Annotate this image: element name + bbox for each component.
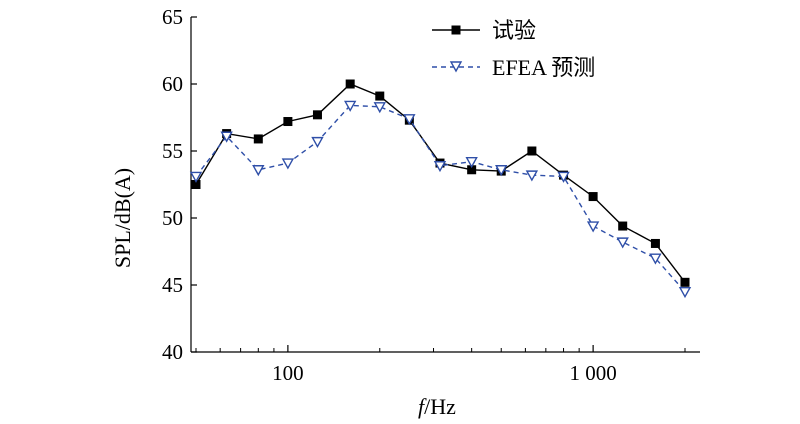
legend: 试验 EFEA 预测 xyxy=(432,18,595,80)
data-point xyxy=(588,192,598,202)
data-point xyxy=(220,131,233,143)
series-layer xyxy=(189,79,692,299)
x-ticks: 100 1 000 xyxy=(195,345,686,385)
data-point xyxy=(403,114,416,126)
legend-label-test: 试验 xyxy=(492,18,536,43)
data-point xyxy=(678,287,692,299)
data-point xyxy=(467,165,477,175)
data-point xyxy=(191,180,201,189)
data-point xyxy=(616,237,629,249)
x-axis-label-unit: /Hz xyxy=(424,394,456,419)
data-point xyxy=(525,170,539,182)
data-point xyxy=(375,91,385,101)
y-tick-label: 45 xyxy=(162,273,183,297)
series-line xyxy=(195,104,686,293)
y-tick-label: 40 xyxy=(162,340,183,364)
series-test xyxy=(191,79,690,287)
data-point xyxy=(527,146,537,156)
chart-axes xyxy=(190,17,700,353)
data-point xyxy=(345,79,355,89)
x-tick-label: 100 xyxy=(272,361,304,385)
data-point xyxy=(283,117,293,127)
legend-item-efea: EFEA 预测 xyxy=(432,55,595,80)
y-tick-label: 65 xyxy=(162,5,183,29)
data-point xyxy=(586,221,600,233)
data-point xyxy=(495,165,508,177)
data-point xyxy=(252,165,265,177)
data-point xyxy=(189,171,203,183)
data-point xyxy=(373,102,386,114)
x-tick-label: 1 000 xyxy=(569,361,616,385)
y-tick-label: 60 xyxy=(162,72,183,96)
data-point xyxy=(465,157,478,169)
y-axis-label: SPL/dB(A) xyxy=(110,168,135,268)
legend-marker-efea xyxy=(449,61,463,73)
legend-marker-test xyxy=(451,25,461,35)
y-tick-label: 55 xyxy=(162,139,183,163)
data-point xyxy=(557,171,570,183)
x-axis-label-symbol: f xyxy=(418,394,427,419)
data-point xyxy=(433,161,447,173)
y-tick-label: 50 xyxy=(162,206,183,230)
data-point xyxy=(253,134,263,144)
data-point xyxy=(649,253,662,265)
x-axis-label: f/Hz xyxy=(418,394,456,419)
data-point xyxy=(311,136,324,149)
data-point xyxy=(650,238,660,248)
data-point xyxy=(680,277,690,287)
data-point xyxy=(312,110,322,120)
series-efea xyxy=(189,100,692,299)
y-ticks: 40 45 50 55 60 65 xyxy=(162,5,197,364)
series-line xyxy=(195,83,686,283)
legend-item-test: 试验 xyxy=(432,18,536,43)
data-point xyxy=(618,221,628,231)
legend-label-efea: EFEA 预测 xyxy=(492,55,595,80)
data-point xyxy=(281,158,295,170)
data-point xyxy=(343,100,357,112)
